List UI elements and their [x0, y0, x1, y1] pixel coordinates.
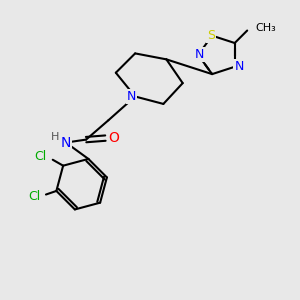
Text: N: N [127, 90, 136, 103]
Text: N: N [235, 60, 244, 73]
Text: N: N [195, 48, 204, 62]
Text: S: S [207, 29, 214, 42]
Text: H: H [51, 132, 60, 142]
Text: O: O [108, 131, 119, 145]
Text: Cl: Cl [34, 150, 47, 163]
Text: CH₃: CH₃ [256, 23, 276, 33]
Text: Cl: Cl [28, 190, 40, 203]
Text: N: N [61, 136, 71, 150]
